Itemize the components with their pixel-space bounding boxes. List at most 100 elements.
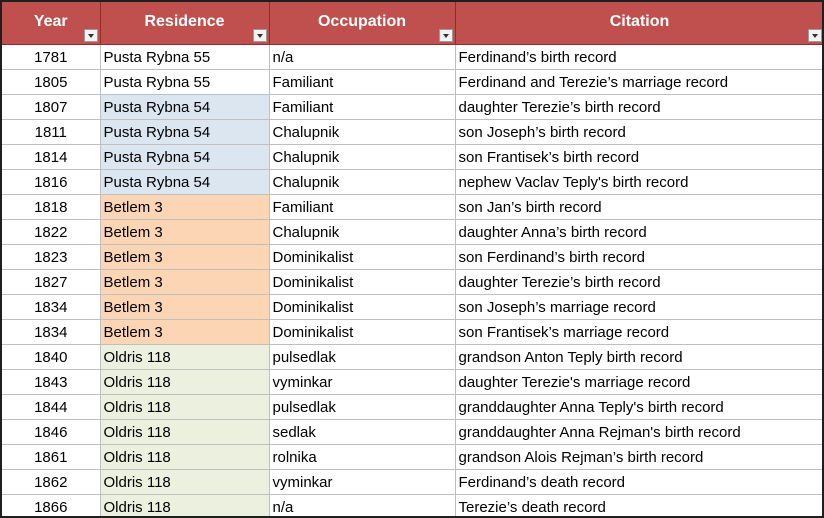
column-header-residence[interactable]: Residence: [100, 2, 270, 45]
cell-year[interactable]: 1822: [2, 219, 101, 245]
cell-residence[interactable]: Oldris 118: [100, 394, 270, 420]
cell-year[interactable]: 1843: [2, 369, 101, 395]
cell-occupation[interactable]: n/a: [269, 44, 456, 70]
cell-citation[interactable]: nephew Vaclav Teply's birth record: [455, 169, 822, 195]
cell-citation[interactable]: grandson Alois Rejman’s birth record: [455, 444, 822, 470]
table-row: 1843 Oldris 118 vyminkar daughter Terezi…: [2, 369, 822, 395]
column-header-residence-label: Residence: [144, 13, 225, 30]
cell-citation[interactable]: Ferdinand and Terezie’s marriage record: [455, 69, 822, 95]
chevron-down-icon: [442, 33, 449, 38]
cell-citation[interactable]: grandson Anton Teply birth record: [455, 344, 822, 370]
cell-occupation[interactable]: pulsedlak: [269, 344, 456, 370]
table-row: 1818 Betlem 3 Familiant son Jan’s birth …: [2, 194, 822, 220]
cell-residence[interactable]: Betlem 3: [100, 219, 270, 245]
cell-citation[interactable]: son Joseph’s birth record: [455, 119, 822, 145]
table-row: 1807 Pusta Rybna 54 Familiant daughter T…: [2, 94, 822, 120]
cell-year[interactable]: 1805: [2, 69, 101, 95]
cell-year[interactable]: 1846: [2, 419, 101, 445]
filter-dropdown-year[interactable]: [83, 29, 98, 42]
cell-citation[interactable]: son Jan’s birth record: [455, 194, 822, 220]
cell-residence[interactable]: Oldris 118: [100, 444, 270, 470]
cell-residence[interactable]: Pusta Rybna 55: [100, 69, 270, 95]
cell-year[interactable]: 1861: [2, 444, 101, 470]
cell-residence[interactable]: Pusta Rybna 55: [100, 44, 270, 70]
cell-citation[interactable]: Terezie’s death record: [455, 494, 822, 516]
column-header-year[interactable]: Year: [2, 2, 101, 45]
cell-occupation[interactable]: Dominikalist: [269, 244, 456, 270]
cell-year[interactable]: 1827: [2, 269, 101, 295]
table-row: 1814 Pusta Rybna 54 Chalupnik son Franti…: [2, 144, 822, 170]
cell-occupation[interactable]: sedlak: [269, 419, 456, 445]
cell-citation[interactable]: granddaughter Anna Rejman's birth record: [455, 419, 822, 445]
cell-citation[interactable]: son Frantisek’s birth record: [455, 144, 822, 170]
table-row: 1834 Betlem 3 Dominikalist son Joseph’s …: [2, 294, 822, 320]
cell-occupation[interactable]: vyminkar: [269, 369, 456, 395]
column-header-occupation[interactable]: Occupation: [269, 2, 456, 45]
cell-residence[interactable]: Oldris 118: [100, 369, 270, 395]
cell-residence[interactable]: Oldris 118: [100, 344, 270, 370]
header-row: Year Residence Occupation Citation: [2, 2, 822, 45]
cell-citation[interactable]: daughter Terezie’s birth record: [455, 94, 822, 120]
cell-occupation[interactable]: vyminkar: [269, 469, 456, 495]
cell-citation[interactable]: son Ferdinand’s birth record: [455, 244, 822, 270]
cell-year[interactable]: 1834: [2, 319, 101, 345]
cell-citation[interactable]: daughter Anna’s birth record: [455, 219, 822, 245]
cell-occupation[interactable]: Familiant: [269, 194, 456, 220]
cell-residence[interactable]: Pusta Rybna 54: [100, 94, 270, 120]
cell-year[interactable]: 1814: [2, 144, 101, 170]
cell-year[interactable]: 1823: [2, 244, 101, 270]
cell-residence[interactable]: Oldris 118: [100, 469, 270, 495]
cell-year[interactable]: 1862: [2, 469, 101, 495]
cell-year[interactable]: 1866: [2, 494, 101, 516]
table-row: 1805 Pusta Rybna 55 Familiant Ferdinand …: [2, 69, 822, 95]
cell-residence[interactable]: Oldris 118: [100, 494, 270, 516]
cell-occupation[interactable]: Dominikalist: [269, 269, 456, 295]
cell-occupation[interactable]: Chalupnik: [269, 169, 456, 195]
cell-residence[interactable]: Betlem 3: [100, 244, 270, 270]
table-row: 1823 Betlem 3 Dominikalist son Ferdinand…: [2, 244, 822, 270]
cell-citation[interactable]: son Frantisek’s marriage record: [455, 319, 822, 345]
cell-citation[interactable]: granddaughter Anna Teply's birth record: [455, 394, 822, 420]
cell-residence[interactable]: Pusta Rybna 54: [100, 119, 270, 145]
cell-year[interactable]: 1807: [2, 94, 101, 120]
column-header-citation[interactable]: Citation: [455, 2, 822, 45]
table-row: 1827 Betlem 3 Dominikalist daughter Tere…: [2, 269, 822, 295]
cell-occupation[interactable]: Chalupnik: [269, 119, 456, 145]
cell-year[interactable]: 1818: [2, 194, 101, 220]
cell-citation[interactable]: daughter Terezie’s birth record: [455, 269, 822, 295]
cell-occupation[interactable]: Chalupnik: [269, 144, 456, 170]
filter-dropdown-occupation[interactable]: [438, 29, 453, 42]
cell-year[interactable]: 1834: [2, 294, 101, 320]
cell-occupation[interactable]: n/a: [269, 494, 456, 516]
chevron-down-icon: [256, 33, 263, 38]
cell-year[interactable]: 1840: [2, 344, 101, 370]
cell-occupation[interactable]: Dominikalist: [269, 294, 456, 320]
cell-occupation[interactable]: Dominikalist: [269, 319, 456, 345]
cell-citation[interactable]: Ferdinand’s birth record: [455, 44, 822, 70]
cell-residence[interactable]: Betlem 3: [100, 194, 270, 220]
cell-occupation[interactable]: Familiant: [269, 94, 456, 120]
filter-dropdown-citation[interactable]: [807, 29, 822, 42]
cell-residence[interactable]: Oldris 118: [100, 419, 270, 445]
cell-residence[interactable]: Pusta Rybna 54: [100, 144, 270, 170]
filter-dropdown-residence[interactable]: [252, 29, 267, 42]
cell-occupation[interactable]: pulsedlak: [269, 394, 456, 420]
cell-year[interactable]: 1781: [2, 44, 101, 70]
cell-year[interactable]: 1816: [2, 169, 101, 195]
cell-residence[interactable]: Betlem 3: [100, 319, 270, 345]
cell-occupation[interactable]: Chalupnik: [269, 219, 456, 245]
cell-citation[interactable]: son Joseph’s marriage record: [455, 294, 822, 320]
cell-residence[interactable]: Betlem 3: [100, 294, 270, 320]
cell-residence[interactable]: Betlem 3: [100, 269, 270, 295]
cell-year[interactable]: 1811: [2, 119, 101, 145]
column-header-year-label: Year: [33, 13, 68, 30]
cell-occupation[interactable]: rolnika: [269, 444, 456, 470]
cell-year[interactable]: 1844: [2, 394, 101, 420]
cell-citation[interactable]: daughter Terezie's marriage record: [455, 369, 822, 395]
table-row: 1862 Oldris 118 vyminkar Ferdinand’s dea…: [2, 469, 822, 495]
cell-citation[interactable]: Ferdinand’s death record: [455, 469, 822, 495]
table-row: 1816 Pusta Rybna 54 Chalupnik nephew Vac…: [2, 169, 822, 195]
chevron-down-icon: [811, 33, 818, 38]
cell-residence[interactable]: Pusta Rybna 54: [100, 169, 270, 195]
cell-occupation[interactable]: Familiant: [269, 69, 456, 95]
